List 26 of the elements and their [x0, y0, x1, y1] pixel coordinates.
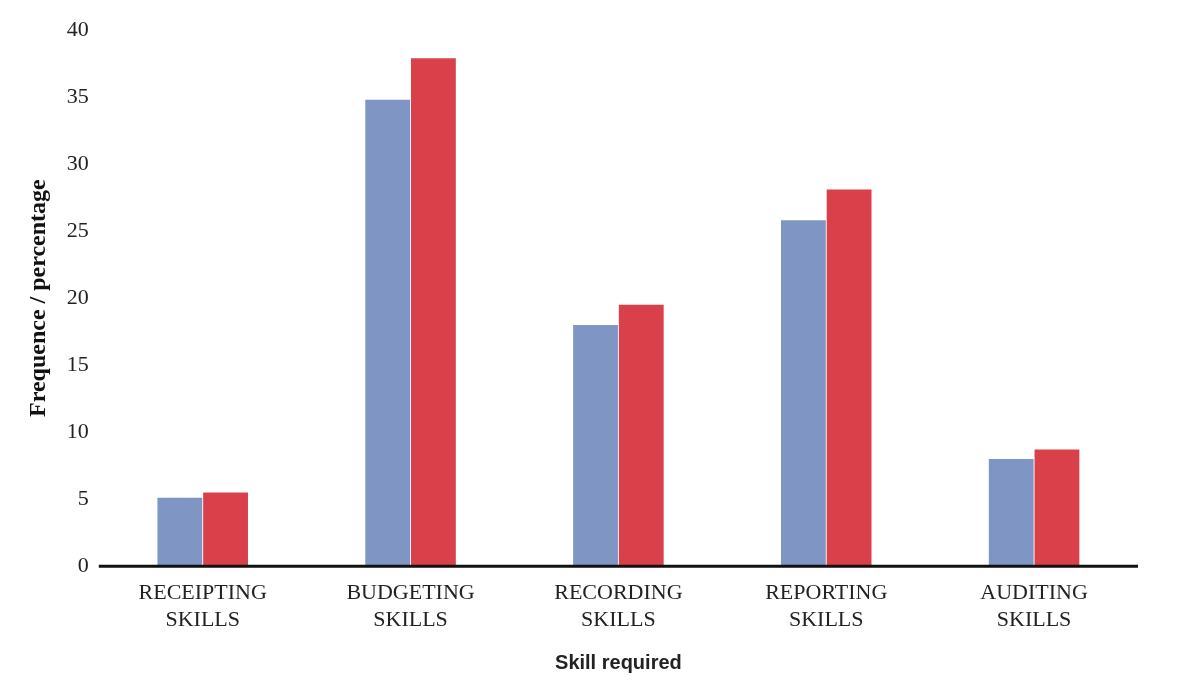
- x-tick-label: RECORDING SKILLS: [554, 579, 683, 631]
- x-tick-label: AUDITING SKILLS: [980, 579, 1088, 631]
- x-tick-label: BUDGETING SKILLS: [346, 579, 475, 631]
- bar: [411, 58, 456, 567]
- bar: [203, 492, 248, 567]
- bar: [573, 324, 618, 567]
- y-tick-label: 0: [77, 551, 89, 577]
- y-axis-title: Frequence / percentage: [23, 178, 50, 417]
- y-tick-label: 20: [66, 283, 89, 309]
- bar: [988, 458, 1034, 567]
- bar: [826, 189, 872, 567]
- y-tick-label: 35: [66, 82, 89, 108]
- y-tick-label: 40: [66, 15, 89, 41]
- x-tick-label: REPORTING SKILLS: [765, 579, 888, 631]
- x-tick-label: RECEIPTING SKILLS: [138, 579, 267, 631]
- y-tick-label: 5: [77, 484, 89, 510]
- bar: [618, 304, 664, 567]
- bar: [1034, 449, 1080, 567]
- bar: [780, 220, 826, 567]
- y-tick-label: 15: [66, 350, 89, 376]
- y-tick-label: 25: [66, 216, 89, 242]
- y-tick-label: 30: [66, 149, 89, 175]
- x-axis-title: Skill required: [555, 650, 682, 673]
- bar: [157, 497, 203, 567]
- bar: [365, 99, 411, 567]
- y-tick-label: 10: [66, 417, 89, 443]
